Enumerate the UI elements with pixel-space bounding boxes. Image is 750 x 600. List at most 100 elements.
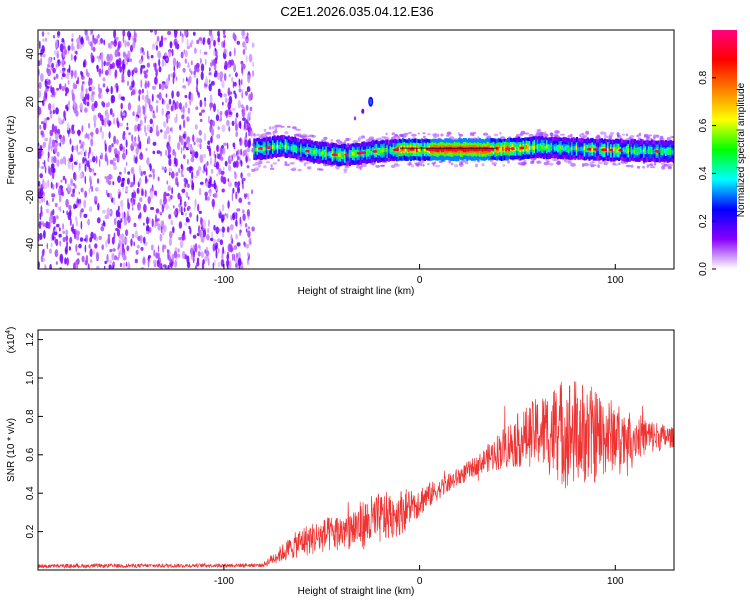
- band-cell: [477, 147, 480, 152]
- noise-blob: [185, 191, 189, 199]
- noise-blob: [72, 188, 75, 194]
- noise-blob: [250, 131, 253, 137]
- noise-blob: [80, 150, 83, 156]
- noise-blob: [245, 131, 247, 139]
- noise-blob: [236, 252, 238, 260]
- noise-blob: [161, 97, 164, 105]
- noise-blob: [244, 223, 248, 228]
- band-cell: [575, 145, 578, 150]
- noise-blob: [70, 178, 74, 187]
- noise-blob: [68, 204, 72, 210]
- noise-blob: [51, 62, 54, 68]
- band-cell: [671, 150, 674, 154]
- noise-blob: [139, 152, 144, 160]
- halo-blob: [277, 158, 280, 162]
- band-cell: [406, 147, 409, 152]
- noise-blob: [78, 243, 82, 249]
- noise-blob: [75, 228, 77, 234]
- noise-blob: [241, 89, 244, 93]
- noise-blob: [190, 60, 193, 66]
- noise-blob: [46, 242, 48, 250]
- noise-blob: [61, 73, 66, 78]
- noise-blob: [207, 257, 210, 267]
- noise-blob: [61, 140, 65, 145]
- halo-blob: [258, 160, 263, 165]
- noise-blob: [76, 252, 81, 256]
- noise-blob: [222, 41, 226, 49]
- band-cell: [569, 147, 572, 152]
- noise-blob: [213, 224, 216, 231]
- halo-blob: [596, 134, 601, 139]
- noise-blob: [59, 206, 62, 213]
- noise-blob: [124, 39, 127, 48]
- band-cell: [668, 149, 671, 154]
- noise-blob: [163, 224, 167, 233]
- halo-blob: [383, 136, 390, 140]
- halo-blob: [294, 133, 299, 137]
- noise-blob: [162, 167, 167, 171]
- band-cell: [661, 148, 665, 153]
- noise-blob: [165, 266, 167, 269]
- noise-blob: [228, 111, 233, 116]
- noise-blob: [150, 190, 154, 200]
- noise-blob: [194, 124, 198, 130]
- noise-blob: [229, 224, 234, 231]
- band-cell: [563, 147, 566, 151]
- noise-blob: [168, 171, 171, 176]
- band-cell: [290, 146, 293, 151]
- noise-blob: [79, 172, 83, 180]
- noise-blob: [204, 249, 206, 254]
- halo-blob: [258, 163, 261, 168]
- band-cell: [356, 152, 359, 157]
- halo-blob: [284, 163, 291, 167]
- noise-blob: [79, 139, 82, 144]
- noise-blob: [235, 71, 238, 78]
- noise-blob: [187, 107, 191, 114]
- halo-blob: [583, 162, 589, 167]
- noise-blob: [188, 196, 190, 201]
- noise-blob: [117, 150, 120, 156]
- noise-blob: [213, 103, 216, 113]
- noise-blob: [159, 198, 163, 206]
- noise-blob: [125, 229, 129, 237]
- noise-blob: [107, 237, 111, 245]
- noise-blob: [102, 83, 106, 88]
- noise-blob: [158, 83, 162, 90]
- noise-blob: [71, 71, 73, 80]
- band-cell: [433, 147, 436, 152]
- noise-blob: [238, 79, 241, 86]
- noise-blob: [58, 195, 62, 203]
- noise-blob: [245, 104, 249, 111]
- noise-blob: [63, 45, 66, 50]
- noise-blob: [194, 47, 197, 54]
- noise-blob: [247, 226, 250, 230]
- noise-blob: [62, 175, 66, 181]
- noise-blob: [44, 137, 48, 142]
- noise-blob: [238, 88, 242, 93]
- noise-blob: [38, 220, 42, 230]
- halo-blob: [597, 161, 604, 164]
- noise-blob: [218, 247, 220, 254]
- band-cell: [422, 148, 425, 153]
- halo-blob: [521, 161, 527, 165]
- band-hot-spot: [409, 148, 416, 151]
- noise-blob: [215, 134, 220, 139]
- band-cell: [616, 148, 619, 153]
- noise-blob: [238, 197, 243, 204]
- noise-blob: [126, 245, 130, 252]
- halo-blob: [414, 162, 420, 165]
- noise-blob: [245, 55, 248, 63]
- noise-blob: [149, 164, 152, 172]
- noise-blob: [198, 37, 203, 41]
- noise-blob: [60, 138, 62, 143]
- noise-blob: [53, 226, 56, 230]
- halo-blob: [254, 162, 259, 166]
- halo-blob: [646, 136, 651, 139]
- noise-blob: [185, 179, 188, 185]
- noise-blob: [184, 30, 188, 37]
- noise-blob: [221, 204, 225, 212]
- noise-blob: [178, 102, 182, 110]
- noise-blob: [217, 88, 221, 93]
- noise-blob: [160, 151, 162, 157]
- band-cell: [380, 149, 383, 154]
